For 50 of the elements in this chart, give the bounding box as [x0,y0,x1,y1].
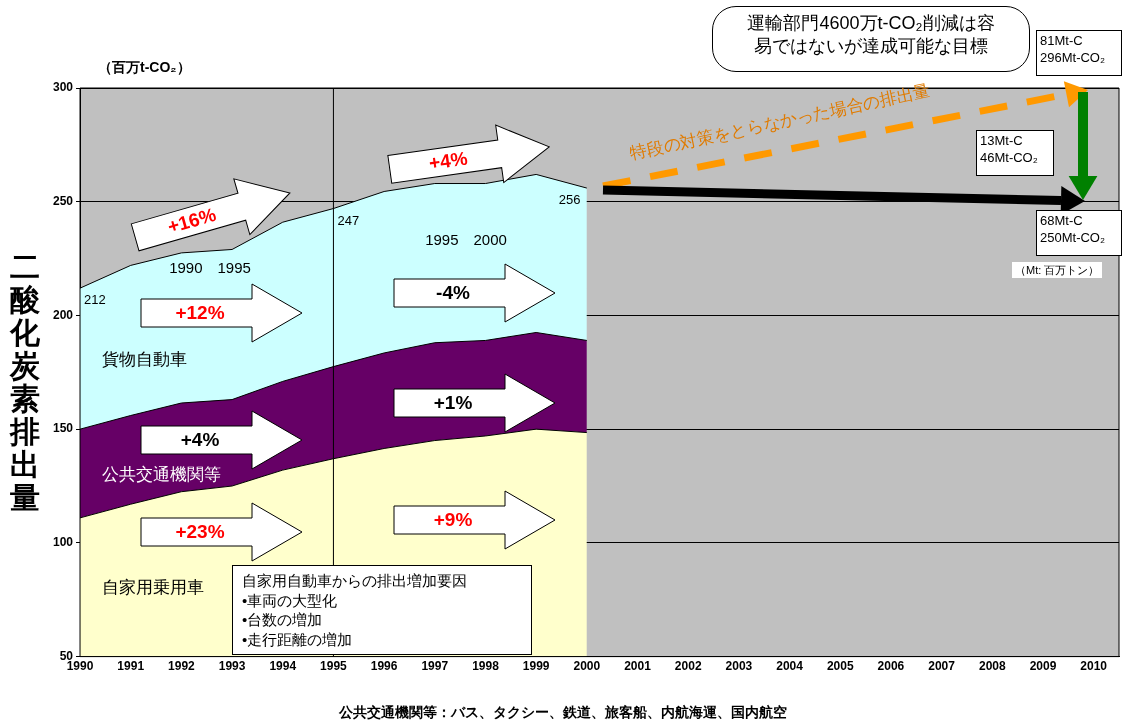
annotation: +9% [432,509,474,531]
x-tick-label: 1992 [168,659,196,674]
y-tick-label: 300 [52,80,74,95]
annotation: 68Mt-C 250Mt-CO₂ [1039,212,1106,247]
x-tick-label: 1998 [472,659,500,674]
y-tick-label: 100 [52,535,74,550]
text: （百万t-CO₂） [98,58,191,77]
y-tick-label: 250 [52,194,74,209]
annotation: 13Mt-C 46Mt-CO₂ [979,132,1039,167]
x-tick-label: 2007 [928,659,956,674]
y-tick-label: 200 [52,307,74,322]
text: 81Mt-C 296Mt-CO₂ [1039,32,1106,67]
annotation: 特段の対策をとらなかった場合の排出量 [627,79,933,166]
annotation: +12% [174,302,226,324]
x-tick-label: 2001 [624,659,652,674]
annotation: +4% [426,146,470,176]
y-tick-label: 150 [52,421,74,436]
annotation: +16% [164,202,220,240]
x-tick-label: 2009 [1029,659,1057,674]
x-tick-label: 2006 [877,659,905,674]
x-tick-label: 2003 [725,659,753,674]
annotation: 256 [558,192,581,208]
x-tick-label: 2010 [1080,659,1108,674]
annotation: 1990 1995 [169,258,251,278]
annotation: +23% [174,521,226,543]
x-tick-label: 2002 [674,659,702,674]
series-label: 自家用乗用車 [102,577,205,600]
y-axis-title: 二酸化炭素排出量 [8,250,41,514]
x-tick-label: 1994 [269,659,297,674]
annotation: +1% [432,392,474,414]
annotation: 212 [84,292,106,308]
x-tick-label: 2005 [826,659,854,674]
x-tick-label: 2008 [978,659,1006,674]
x-tick-label: 2004 [776,659,804,674]
annotation: 247 [337,212,360,228]
text: 運輸部門4600万t-CO₂削減は容易ではないが達成可能な目標 [746,12,996,59]
annotation: -4% [435,282,471,304]
x-tick-label: 1991 [117,659,145,674]
x-tick-label: 1996 [370,659,398,674]
x-tick-label: 1995 [320,659,348,674]
x-tick-label: 1993 [218,659,246,674]
x-tick-label: 2000 [573,659,601,674]
series-label: 公共交通機関等 [102,463,222,486]
x-tick-label: 1999 [522,659,550,674]
text: 公共交通機関等：バス、タクシー、鉄道、旅客船、内航海運、国内航空 [337,703,788,722]
annotation: +4% [179,429,221,451]
annotation: 1995 2000 [425,230,507,250]
x-tick-label: 1997 [421,659,449,674]
annotation: （Mt: 百万トン） [1012,262,1103,279]
series-label: 貨物自動車 [102,348,188,371]
